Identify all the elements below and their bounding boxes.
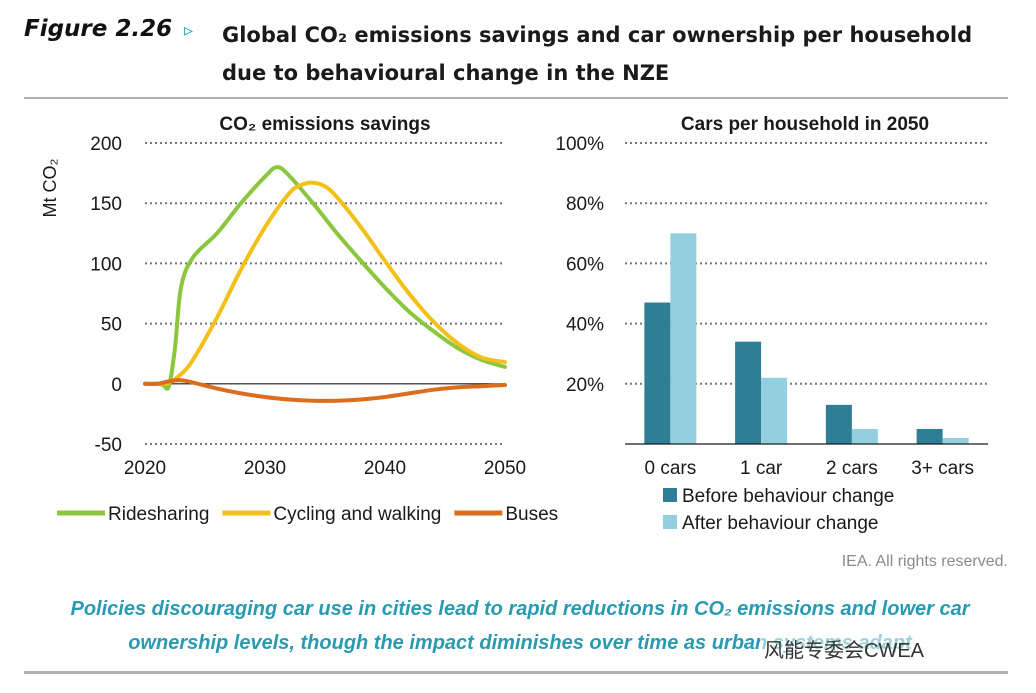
legend-label-ridesharing: Ridesharing <box>108 504 209 525</box>
bar-after-2-cars <box>851 428 878 444</box>
bar-before-3-cars <box>916 428 943 444</box>
figure-label: Figure 2.26 <box>24 16 173 42</box>
figure-title: Global CO₂ emissions savings and car own… <box>222 23 973 85</box>
credit-text: IEA. All rights reserved. <box>841 553 1008 570</box>
bar-chart-y-tick-label: 60% <box>566 254 604 275</box>
line-chart-y-label: Mt CO₂ <box>40 158 60 217</box>
bar-chart-y-tick-label: 20% <box>566 375 604 396</box>
series-line-buses <box>143 378 507 403</box>
line-chart-x-tick-label: 2030 <box>244 458 286 479</box>
line-chart-y-tick-label: 50 <box>101 315 122 336</box>
bar-chart-y-tick-label: 40% <box>566 315 604 336</box>
figure-caption: Policies discouraging car use in cities … <box>70 598 970 654</box>
bar-chart-x-tick-label: 1 car <box>740 458 783 479</box>
series-line-ridesharing <box>143 165 507 391</box>
line-chart-title: CO₂ emissions savings <box>219 114 430 135</box>
line-chart-y-tick-label: 0 <box>111 375 122 396</box>
figure-arrow-icon: ▹ <box>184 20 194 40</box>
bar-chart-x-tick-label: 0 cars <box>645 458 697 479</box>
top-divider <box>24 97 1008 99</box>
bar-after-0-cars <box>670 233 697 444</box>
figure-header: Figure 2.26 ▹ Global CO₂ emissions savin… <box>24 12 1014 96</box>
legend-label-cycling-and-walking: Cycling and walking <box>273 504 441 525</box>
line-chart-y-tick-label: -50 <box>95 435 122 456</box>
bar-chart-x-tick-label: 2 cars <box>826 458 878 479</box>
legend-label-before-behaviour-change: Before behaviour change <box>682 486 894 507</box>
bar-after-1-car <box>761 377 788 444</box>
bar-before-0-cars <box>644 302 671 444</box>
legend-swatch-before-behaviour-change <box>663 488 677 502</box>
line-chart-x-tick-label: 2020 <box>124 458 166 479</box>
bar-chart-y-tick-label: 80% <box>566 194 604 215</box>
bottom-divider <box>24 671 1008 674</box>
line-chart-x-tick-label: 2040 <box>364 458 406 479</box>
line-chart-x-tick-label: 2050 <box>484 458 526 479</box>
bar-after-3-cars <box>942 437 969 444</box>
line-chart-y-tick-label: 100 <box>90 254 122 275</box>
bar-chart-x-tick-label: 3+ cars <box>911 458 974 479</box>
bar-before-1-car <box>735 341 762 444</box>
watermark: 风能专委会CWEA <box>760 634 928 663</box>
bar-before-2-cars <box>825 404 852 444</box>
series-line-cycling-and-walking <box>143 180 507 386</box>
line-chart-y-tick-label: 150 <box>90 194 122 215</box>
legend-label-after-behaviour-change: After behaviour change <box>682 513 878 534</box>
legend-label-buses: Buses <box>505 504 558 525</box>
bar-chart-title: Cars per household in 2050 <box>681 114 929 135</box>
bar-chart-y-tick-label: 100% <box>555 134 604 155</box>
legend-swatch-after-behaviour-change <box>663 515 677 529</box>
line-chart-y-tick-label: 200 <box>90 134 122 155</box>
